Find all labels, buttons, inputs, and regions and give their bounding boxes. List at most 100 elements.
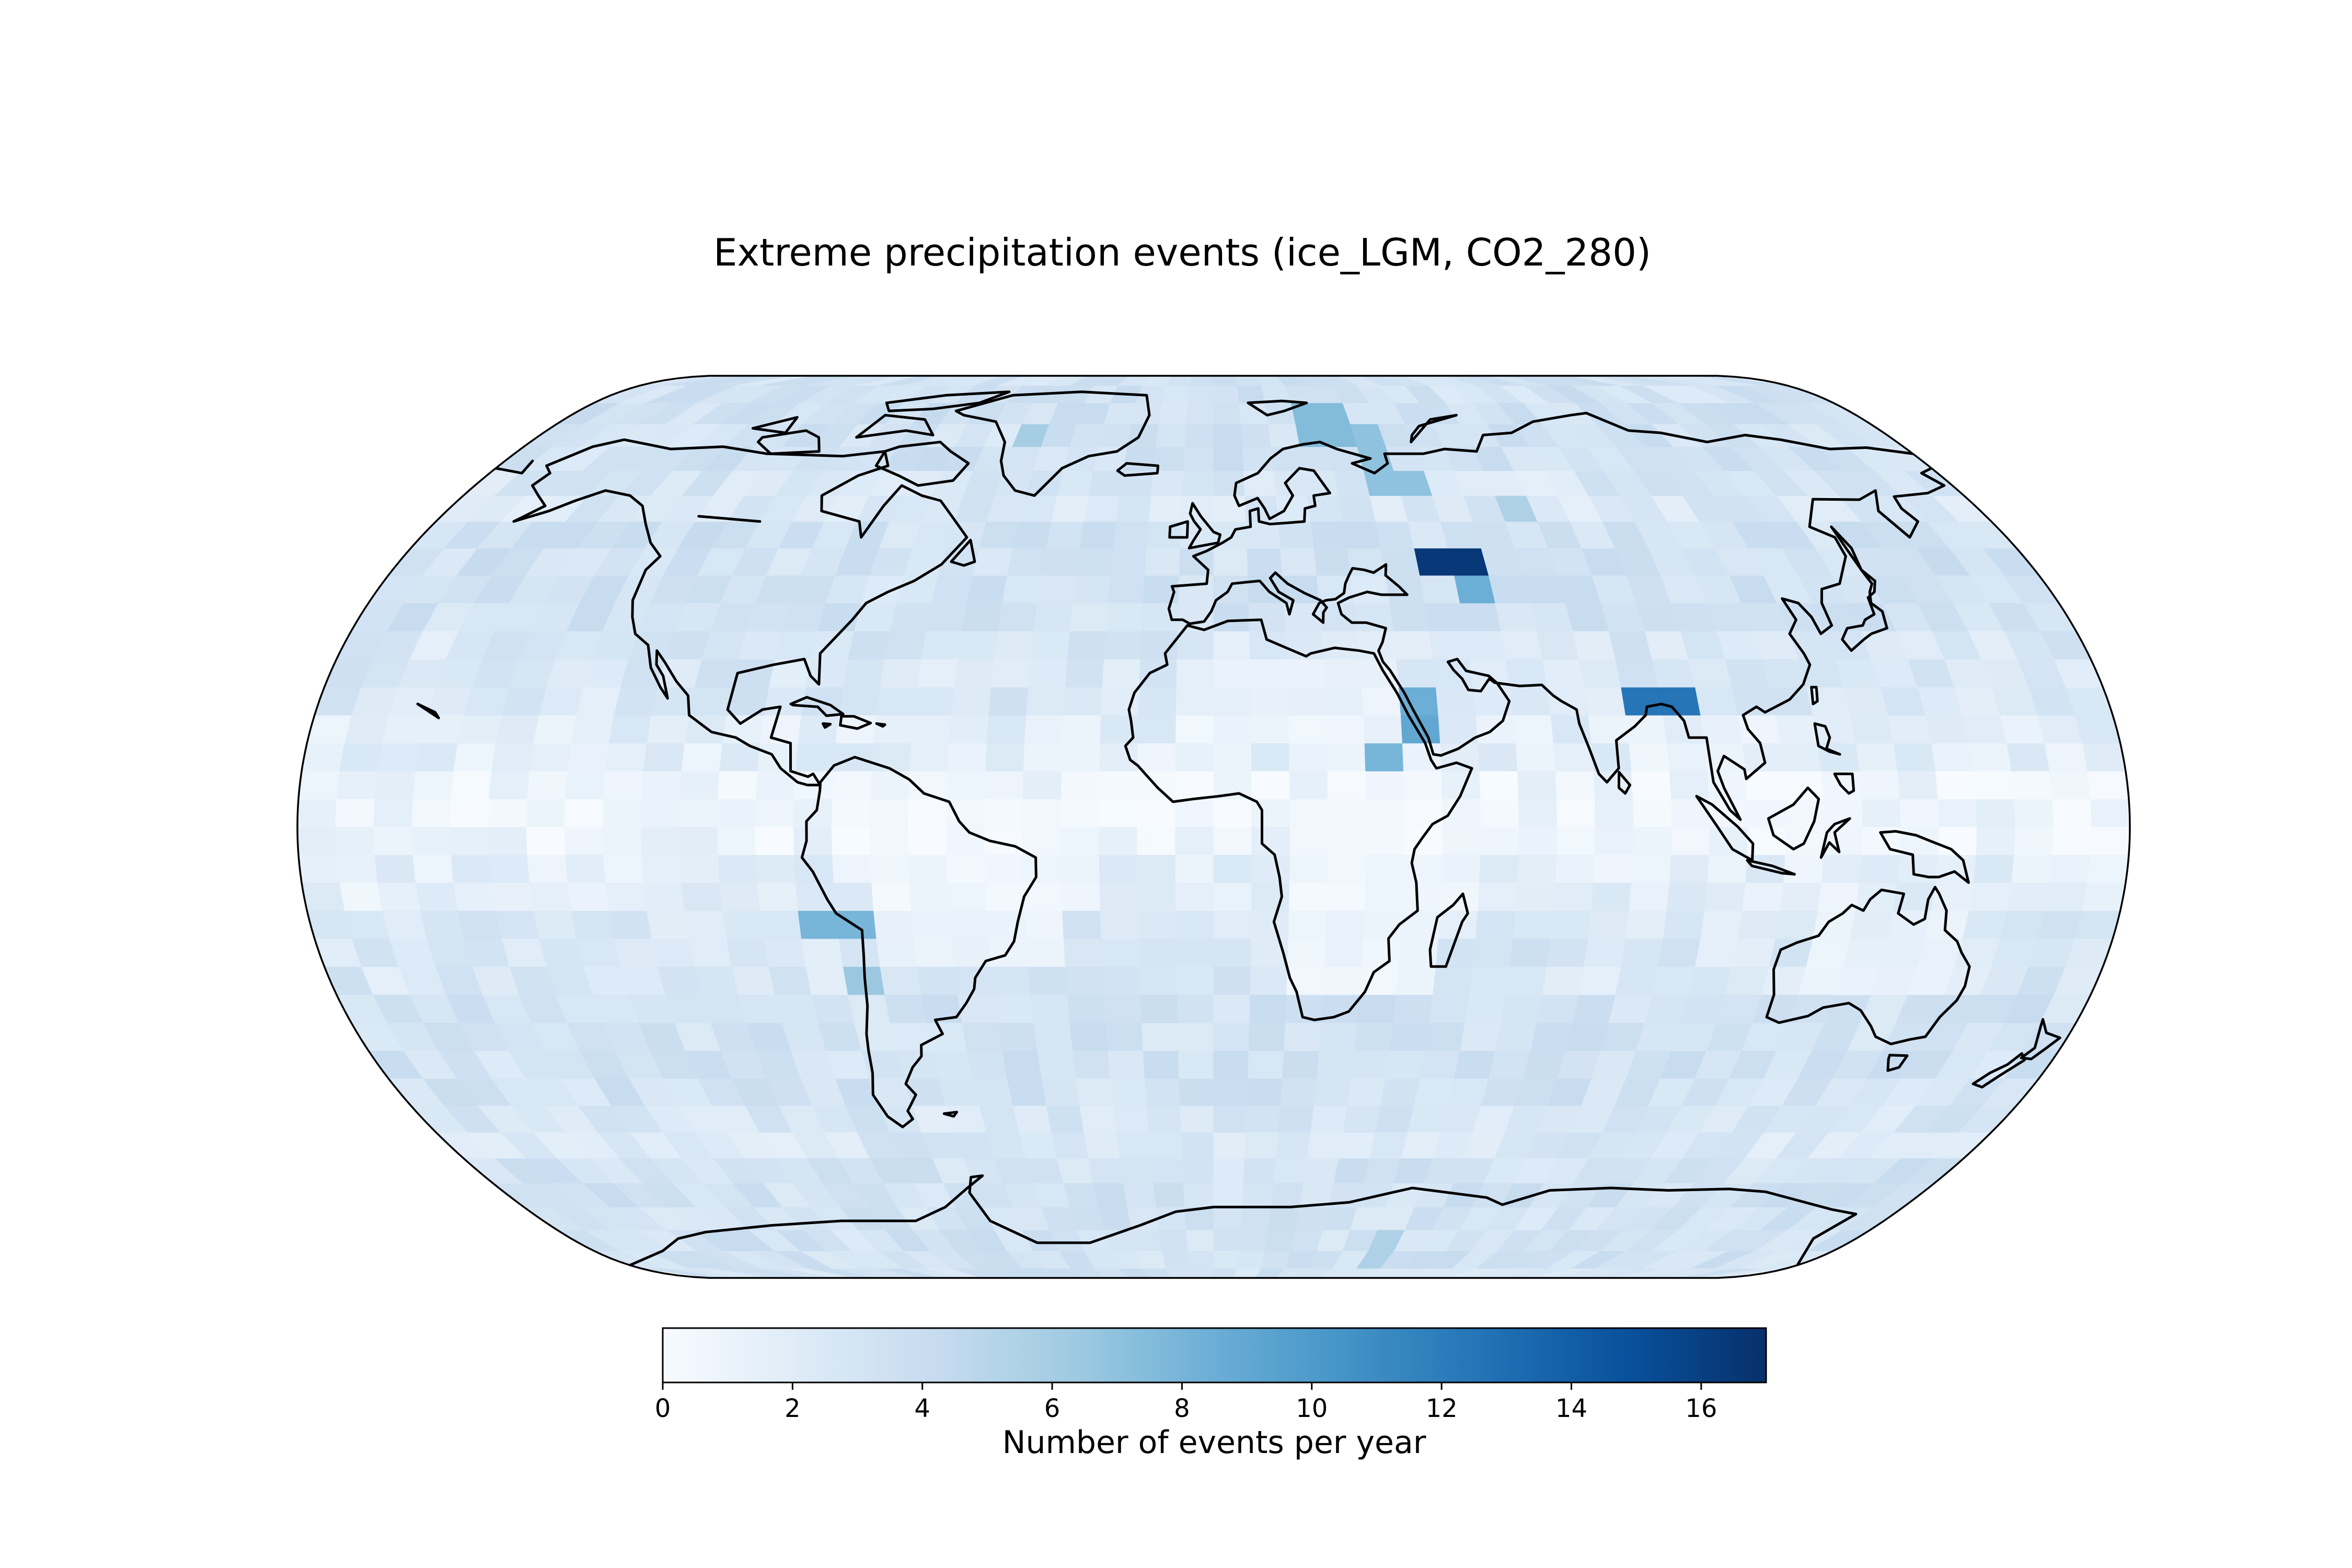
grid-cell: [1780, 743, 1822, 771]
grid-cell: [798, 910, 839, 939]
grid-cell: [1213, 495, 1247, 522]
grid-cell: [838, 938, 881, 967]
grid-cell: [1189, 1268, 1214, 1278]
grid-cell: [1182, 1158, 1214, 1183]
coastline: [1167, 467, 1946, 821]
grid-cell: [1517, 854, 1558, 883]
grid-cell: [1414, 548, 1455, 576]
grid-cell: [1319, 1022, 1358, 1051]
grid-cell: [526, 826, 566, 855]
grid-cell: [2037, 910, 2083, 939]
grid-cell: [1495, 1022, 1538, 1051]
grid-cell: [1557, 799, 1596, 827]
grid-cell: [1247, 548, 1283, 576]
grid-cell: [533, 714, 578, 744]
grid-cell: [1186, 1229, 1214, 1251]
grid-cell: [1028, 659, 1068, 688]
grid-cell: [1310, 521, 1348, 549]
grid-cell: [1213, 470, 1246, 496]
grid-cell: [1213, 630, 1251, 660]
grid-cell: [1424, 1022, 1466, 1051]
grid-cell: [1067, 630, 1106, 660]
grid-cell: [1550, 910, 1592, 939]
grid-cell: [1022, 770, 1062, 800]
grid-cell: [1513, 714, 1554, 744]
grid-cell: [382, 910, 428, 939]
grid-cell: [805, 966, 849, 995]
grid-cell: [1063, 1183, 1099, 1207]
grid-cell: [1007, 1078, 1047, 1106]
grid-cell: [1931, 882, 1974, 911]
grid-cell: [1037, 575, 1077, 604]
grid-cell: [1547, 687, 1589, 716]
grid-cell: [1362, 938, 1401, 967]
grid-cell: [1022, 376, 1067, 386]
grid-cell: [1213, 603, 1250, 631]
grid-cell: [565, 770, 606, 800]
grid-cell: [2087, 770, 2129, 800]
grid-cell: [1079, 521, 1117, 549]
grid-cell: [985, 743, 1025, 771]
grid-cell: [831, 376, 899, 386]
grid-cell: [911, 910, 952, 939]
grid-cell: [488, 799, 528, 827]
grid-cell: [1572, 994, 1616, 1023]
grid-cell: [926, 1022, 967, 1051]
grid-cell: [1299, 446, 1334, 471]
grid-cell: [954, 659, 995, 688]
grid-cell: [1366, 826, 1405, 855]
grid-cell: [1072, 575, 1111, 604]
grid-cell: [1324, 938, 1364, 967]
grid-cell: [1165, 376, 1193, 386]
grid-cell: [1505, 966, 1548, 995]
grid-cell: [1393, 630, 1434, 660]
grid-cell: [1103, 630, 1143, 660]
grid-cell: [602, 799, 642, 827]
grid-cell: [972, 1078, 1013, 1106]
grid-cell: [657, 966, 702, 995]
grid-cell: [1432, 659, 1473, 688]
grid-cell: [946, 854, 986, 883]
grid-cell: [1658, 687, 1701, 716]
grid-cell: [1327, 770, 1367, 800]
grid-cell: [1347, 1078, 1386, 1106]
grid-cell: [1213, 1183, 1244, 1207]
grid-cell: [1175, 854, 1214, 883]
grid-cell: [1518, 826, 1558, 855]
grid-cell: [1181, 1132, 1214, 1159]
grid-cell: [832, 826, 871, 855]
grid-cell: [1420, 575, 1461, 604]
grid-cell: [1012, 521, 1052, 549]
grid-cell: [1396, 966, 1436, 995]
grid-cell: [1897, 770, 1939, 800]
grid-cell: [1183, 446, 1214, 471]
grid-cell: [1396, 659, 1436, 688]
grid-cell: [917, 966, 959, 995]
grid-cell: [1530, 603, 1574, 631]
colorbar-tick-label: 4: [914, 1394, 930, 1423]
grid-cell: [1428, 994, 1470, 1023]
grid-cell: [1141, 376, 1172, 386]
grid-cell: [1213, 854, 1252, 883]
grid-cell: [1063, 938, 1103, 967]
coastline: [855, 413, 935, 439]
grid-cell: [2090, 826, 2130, 855]
grid-cell: [1213, 1206, 1243, 1230]
grid-cell: [1110, 1078, 1147, 1106]
grid-cell: [571, 714, 615, 744]
grid-cell: [567, 882, 610, 911]
grid-cell: [420, 714, 465, 744]
grid-cell: [1289, 799, 1329, 827]
grid-cell: [838, 687, 881, 716]
grid-cell: [2082, 882, 2126, 911]
coastline: [789, 696, 845, 717]
grid-cell: [1093, 1183, 1128, 1207]
grid-cell: [1287, 938, 1327, 967]
grid-cell: [755, 854, 796, 883]
grid-cell: [1486, 376, 1548, 386]
grid-cell: [1813, 714, 1857, 744]
grid-cell: [1670, 826, 1711, 855]
colorbar-gradient: [662, 1327, 1767, 1383]
grid-cell: [1019, 495, 1058, 522]
grid-cell: [832, 770, 872, 800]
